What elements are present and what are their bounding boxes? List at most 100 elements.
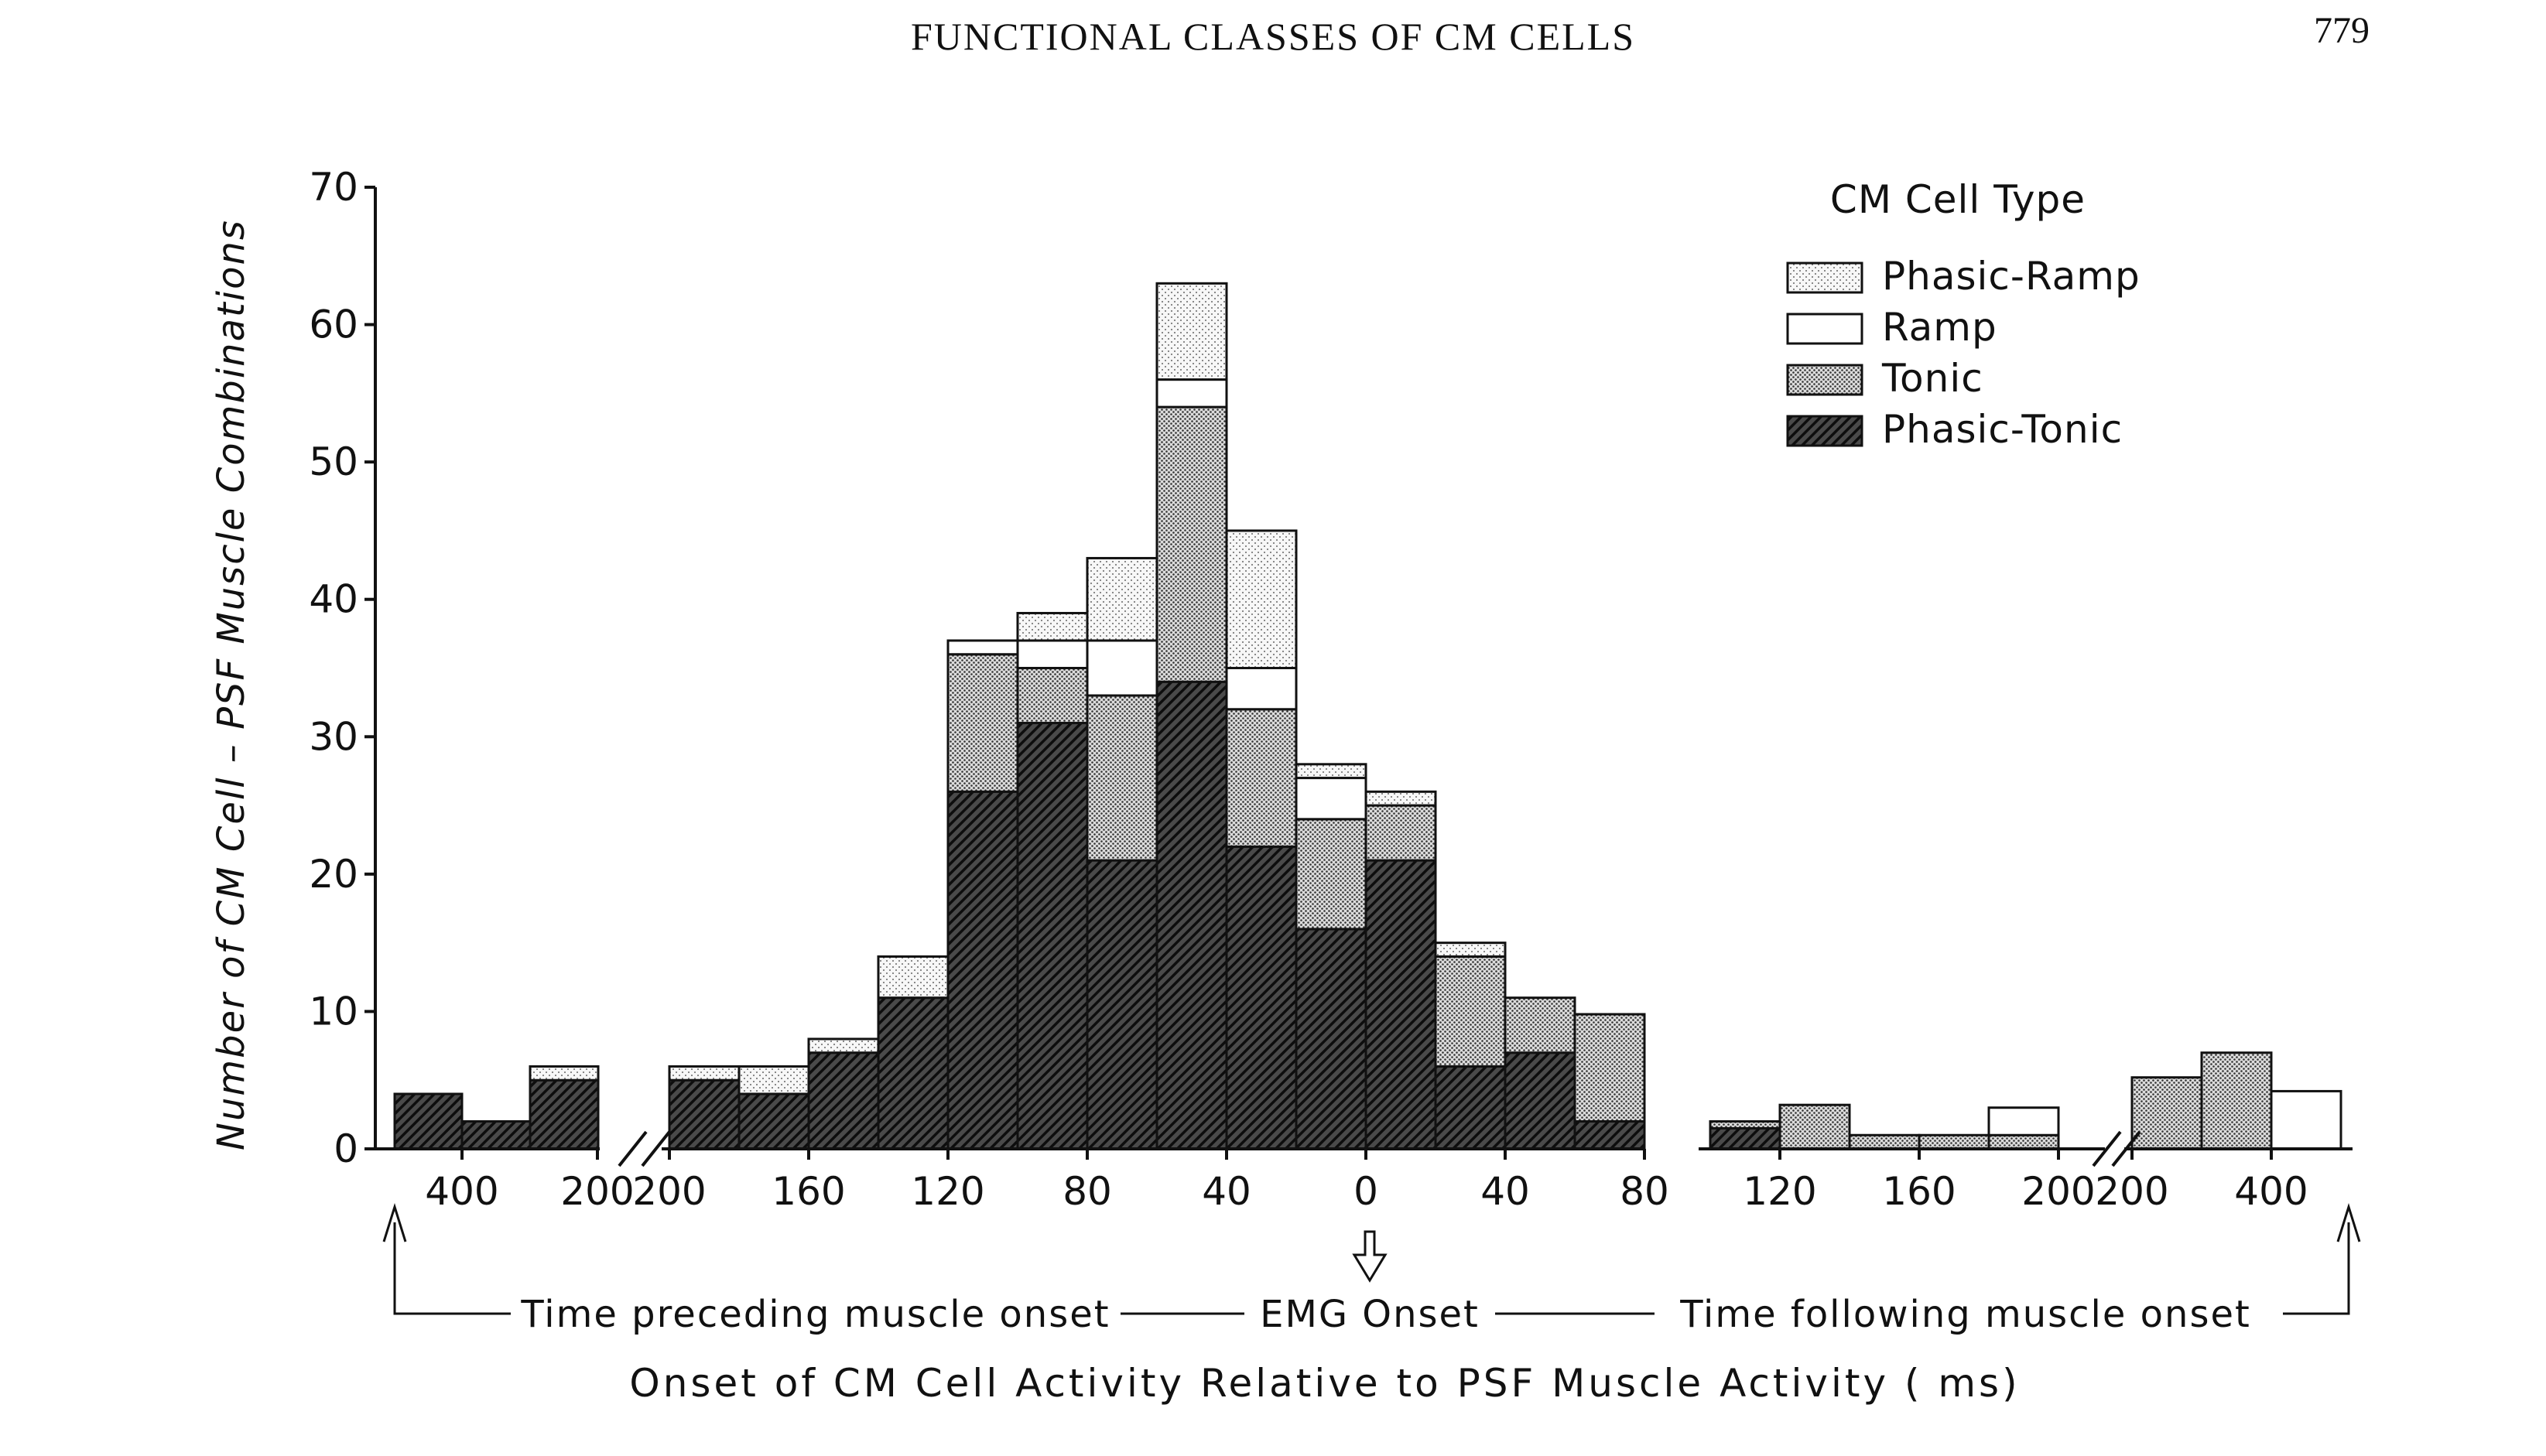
x-axis-label: Onset of CM Cell Activity Relative to PS… (629, 1361, 2020, 1406)
legend-label: Phasic-Ramp (1882, 254, 2140, 299)
bar-segment-phasic-ramp (668, 1065, 741, 1082)
bar-segment-phasic-tonic (1709, 1126, 1781, 1150)
bar-segment-tonic (2200, 1051, 2273, 1150)
bars-layer (393, 282, 2342, 1150)
preceding-label: Time preceding muscle onset (520, 1293, 1110, 1336)
bar-segment-phasic-ramp (877, 955, 950, 1000)
bar-segment-ramp (1086, 639, 1158, 697)
bar-segment-phasic-ramp (1434, 942, 1507, 958)
y-axis: 0 10 20 30 40 50 60 70 (309, 165, 377, 1171)
y-tick-label: 30 (309, 714, 358, 759)
bar-segment-tonic (946, 653, 1019, 793)
bar-segment-phasic-ramp (529, 1065, 600, 1082)
bar-segment-phasic-ramp (1086, 556, 1158, 642)
bar-segment-ramp (946, 639, 1019, 656)
bar-segment-phasic-ramp (737, 1065, 810, 1095)
bar-segment-tonic (1778, 1103, 1851, 1150)
bar-segment-phasic-tonic (1573, 1119, 1646, 1150)
y-tick-label: 10 (309, 989, 358, 1034)
legend: CM Cell Type Phasic-Ramp Ramp Tonic Phasic-T… (1786, 177, 2140, 452)
x-tick-label: 200 (632, 1169, 706, 1214)
axis-break-mark (618, 1130, 648, 1167)
y-tick-label: 70 (309, 165, 358, 210)
legend-swatch-ramp (1786, 313, 1863, 345)
emg-onset-arrow-icon (1352, 1230, 1388, 1283)
page-number: 779 (2314, 10, 2370, 51)
bar-segment-tonic (1434, 955, 1507, 1068)
bar-segment-tonic (2130, 1076, 2203, 1150)
x-tick-label: 400 (425, 1169, 498, 1214)
right-bracket (2283, 1222, 2350, 1315)
bar-segment-ramp (1155, 378, 1228, 408)
bar-segment-tonic (1987, 1133, 2060, 1150)
bar-segment-tonic (1709, 1119, 1781, 1130)
bar-segment-tonic (1086, 694, 1158, 862)
axis-break-mark (2111, 1130, 2141, 1167)
bar-segment-phasic-tonic (1504, 1051, 1576, 1150)
legend-swatch-phasic-tonic (1786, 415, 1863, 447)
left-arrow-icon (382, 1202, 407, 1242)
bar-segment-tonic (1573, 1013, 1646, 1123)
bar-segment-phasic-ramp (1295, 763, 1367, 780)
legend-label: Ramp (1882, 305, 1997, 350)
x-tick-label: 200 (2095, 1169, 2168, 1214)
bar-segment-phasic-ramp (1225, 529, 1298, 670)
bar-segment-tonic (1364, 804, 1437, 862)
bar-segment-phasic-ramp (807, 1037, 880, 1054)
bar-segment-phasic-tonic (1364, 859, 1437, 1150)
legend-label: Phasic-Tonic (1882, 407, 2123, 452)
y-tick-label: 0 (334, 1126, 358, 1171)
x-tick-label: 40 (1202, 1169, 1251, 1214)
bar-segment-ramp (1295, 777, 1367, 821)
bar-segment-phasic-tonic (393, 1092, 464, 1150)
running-head: FUNCTIONAL CLASSES OF CM CELLS (910, 15, 1636, 58)
onset-annotations: Time preceding muscle onset EMG Onset Ti… (382, 1202, 2361, 1336)
y-axis-label: Number of CM Cell – PSF Muscle Combinati… (210, 219, 253, 1150)
legend-label: Tonic (1881, 356, 1983, 401)
emg-onset-label: EMG Onset (1260, 1293, 1480, 1336)
x-tick-label: 200 (2021, 1169, 2095, 1214)
y-tick-label: 60 (309, 302, 358, 347)
bar-segment-ramp (1225, 667, 1298, 711)
x-tick-label: 40 (1480, 1169, 1530, 1214)
left-bracket (393, 1222, 511, 1315)
bar-segment-phasic-tonic (1225, 845, 1298, 1150)
bar-segment-ramp (1016, 639, 1089, 670)
bar-segment-phasic-tonic (668, 1078, 741, 1150)
x-tick-label: 160 (772, 1169, 845, 1214)
x-tick-label: 120 (1743, 1169, 1816, 1214)
bar-segment-phasic-tonic (946, 790, 1019, 1150)
y-tick-label: 50 (309, 439, 358, 484)
x-tick-label: 400 (2234, 1169, 2308, 1214)
legend-title: CM Cell Type (1830, 177, 2086, 222)
bar-segment-phasic-tonic (529, 1078, 600, 1150)
page-header: FUNCTIONAL CLASSES OF CM CELLS 779 (0, 0, 2546, 93)
bar-segment-tonic (1155, 405, 1228, 683)
bar-segment-phasic-tonic (1016, 722, 1089, 1150)
legend-swatch-tonic (1786, 364, 1863, 396)
bar-segment-phasic-tonic (460, 1119, 532, 1150)
bar-segment-tonic (1504, 996, 1576, 1054)
right-arrow-icon (2336, 1202, 2361, 1242)
bar-segment-phasic-tonic (807, 1051, 880, 1150)
bar-segment-tonic (1295, 818, 1367, 931)
axis-break-mark (2092, 1130, 2122, 1167)
bar-segment-phasic-ramp (1155, 282, 1228, 381)
bar-segment-ramp (2270, 1089, 2342, 1150)
x-tick-label: 80 (1063, 1169, 1112, 1214)
y-tick-label: 40 (309, 577, 358, 622)
bar-segment-phasic-ramp (1016, 611, 1089, 642)
axis-break-mark (641, 1130, 671, 1167)
x-tick-label: 160 (1882, 1169, 1956, 1214)
y-tick-label: 20 (309, 852, 358, 897)
bar-segment-phasic-tonic (877, 996, 950, 1150)
bar-segment-tonic (1918, 1133, 1990, 1150)
bar-segment-tonic (1016, 667, 1089, 725)
x-tick-label: 0 (1353, 1169, 1378, 1214)
following-label: Time following muscle onset (1679, 1293, 2251, 1336)
bar-segment-phasic-tonic (1434, 1065, 1507, 1150)
x-tick-label: 120 (911, 1169, 984, 1214)
bar-segment-ramp (1987, 1106, 2060, 1136)
bar-segment-phasic-ramp (1364, 790, 1437, 807)
